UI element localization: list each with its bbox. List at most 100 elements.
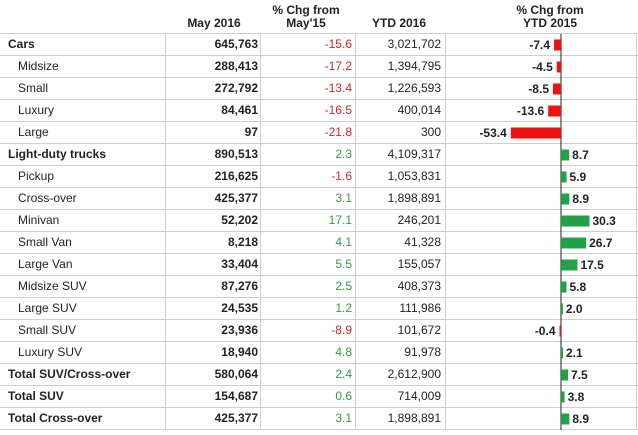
row-divider <box>0 77 638 78</box>
may-2016-value: 18,940 <box>221 345 258 359</box>
column-divider <box>636 342 637 364</box>
column-divider <box>636 78 637 100</box>
may-2016-value: 890,513 <box>214 147 258 161</box>
ytd-2016-value: 101,672 <box>397 323 441 337</box>
row-divider <box>0 341 638 342</box>
header-divider <box>0 33 638 34</box>
may-2016-value: 272,792 <box>214 81 258 95</box>
ytd-2016-value: 1,898,891 <box>387 191 441 205</box>
column-divider <box>445 364 446 386</box>
chg-may-value: -8.9 <box>331 323 352 337</box>
column-divider <box>165 298 166 320</box>
row-divider <box>0 253 638 254</box>
chg-may-value: -17.2 <box>324 59 352 73</box>
column-divider <box>260 210 261 232</box>
row-label: Small SUV <box>18 323 77 337</box>
header-chg-may: % Chg from May'15 <box>272 3 340 30</box>
column-divider <box>165 78 166 100</box>
column-divider <box>355 342 356 364</box>
column-divider <box>260 166 261 188</box>
row-label: Midsize <box>18 59 59 73</box>
chg-may-value: 5.5 <box>335 257 352 271</box>
may-2016-value: 425,377 <box>214 411 258 425</box>
chg-may-value: -13.4 <box>324 81 352 95</box>
column-divider <box>636 254 637 276</box>
column-divider <box>445 34 446 56</box>
column-divider <box>445 122 446 144</box>
ytd-2016-value: 300 <box>420 125 441 139</box>
column-divider <box>355 386 356 408</box>
column-divider <box>260 122 261 144</box>
column-divider <box>355 166 356 188</box>
row-divider <box>0 385 638 386</box>
column-divider <box>445 342 446 364</box>
table-row: Small 272,792 -13.4 1,226,593 <box>0 78 638 100</box>
ytd-2016-value: 246,201 <box>397 213 441 227</box>
column-divider <box>636 298 637 320</box>
row-label: Total SUV/Cross-over <box>8 367 131 381</box>
ytd-2016-value: 1,898,891 <box>387 411 441 425</box>
may-2016-value: 87,276 <box>221 279 258 293</box>
column-divider <box>445 386 446 408</box>
column-divider <box>260 364 261 386</box>
column-divider <box>355 232 356 254</box>
ytd-2016-value: 3,021,702 <box>387 37 441 51</box>
row-divider <box>0 297 638 298</box>
chg-may-value: 2.3 <box>335 147 352 161</box>
column-divider <box>636 100 637 122</box>
row-label: Total SUV <box>8 389 64 403</box>
chg-may-value: 2.4 <box>335 367 352 381</box>
row-divider <box>0 363 638 364</box>
column-divider <box>636 56 637 78</box>
column-divider <box>636 408 637 430</box>
table-row: Pickup 216,625 -1.6 1,053,831 <box>0 166 638 188</box>
ytd-2016-value: 155,057 <box>397 257 441 271</box>
column-divider <box>165 34 166 56</box>
header-may-2016: May 2016 <box>187 16 241 30</box>
chg-may-value: -21.8 <box>324 125 352 139</box>
row-divider <box>0 165 638 166</box>
column-divider <box>355 320 356 342</box>
column-divider <box>260 386 261 408</box>
ytd-2016-value: 1,053,831 <box>387 169 441 183</box>
column-divider <box>445 56 446 78</box>
column-divider <box>445 320 446 342</box>
ytd-2016-value: 408,373 <box>397 279 441 293</box>
table-row: Cross-over 425,377 3.1 1,898,891 <box>0 188 638 210</box>
column-divider <box>445 254 446 276</box>
column-divider <box>260 298 261 320</box>
chg-may-value: 4.8 <box>335 345 352 359</box>
column-divider <box>636 386 637 408</box>
column-divider <box>165 320 166 342</box>
chg-may-value: 3.1 <box>335 411 352 425</box>
column-divider <box>165 100 166 122</box>
column-divider <box>260 276 261 298</box>
ytd-2016-value: 714,009 <box>397 389 441 403</box>
column-divider <box>636 276 637 298</box>
row-divider <box>0 319 638 320</box>
chg-may-value: 0.6 <box>335 389 352 403</box>
column-divider <box>260 254 261 276</box>
column-divider <box>165 232 166 254</box>
chg-may-value: 4.1 <box>335 235 352 249</box>
row-label: Large Van <box>18 257 73 271</box>
chg-may-value: 17.1 <box>328 213 352 227</box>
column-divider <box>445 100 446 122</box>
column-divider <box>445 298 446 320</box>
column-divider <box>165 254 166 276</box>
column-divider <box>445 232 446 254</box>
ytd-2016-value: 2,612,900 <box>387 367 441 381</box>
row-label: Cars <box>8 37 35 51</box>
column-divider <box>165 144 166 166</box>
column-divider <box>260 188 261 210</box>
column-divider <box>260 342 261 364</box>
column-divider <box>355 210 356 232</box>
may-2016-value: 8,218 <box>227 235 258 249</box>
row-label: Small Van <box>18 235 72 249</box>
column-divider <box>260 232 261 254</box>
ytd-2016-value: 400,014 <box>397 103 441 117</box>
column-divider <box>636 232 637 254</box>
may-2016-value: 288,413 <box>214 59 258 73</box>
column-divider <box>445 276 446 298</box>
header-chg-ytd: % Chg from YTD 2015 <box>516 3 584 30</box>
